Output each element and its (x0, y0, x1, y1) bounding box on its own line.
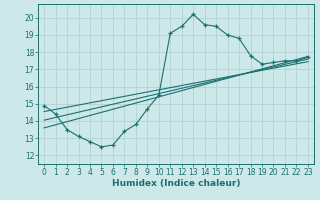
X-axis label: Humidex (Indice chaleur): Humidex (Indice chaleur) (112, 179, 240, 188)
